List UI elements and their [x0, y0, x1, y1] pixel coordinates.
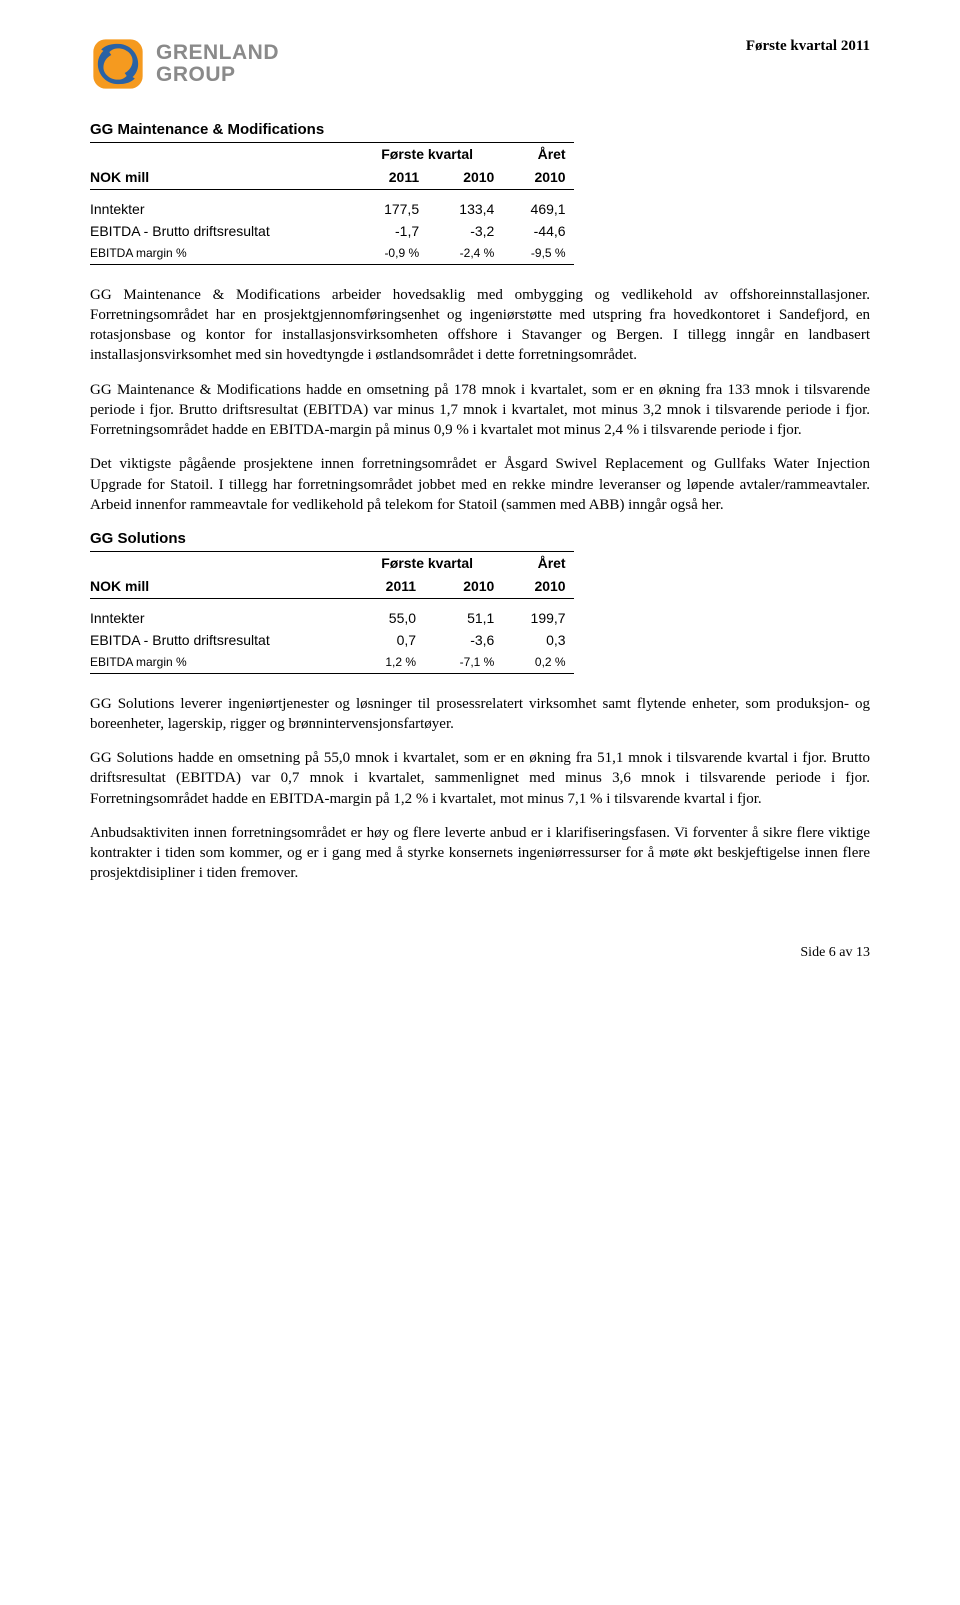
cell-value: 469,1	[502, 198, 573, 221]
cell-value: 0,7	[352, 629, 424, 652]
cell-label: EBITDA - Brutto driftsresultat	[90, 220, 352, 243]
col-2010b: 2010	[502, 575, 573, 598]
table1-title: GG Maintenance & Modifications	[90, 120, 870, 140]
logo-icon	[90, 36, 146, 92]
cell-value: 1,2 %	[352, 652, 424, 673]
cell-value: 55,0	[352, 607, 424, 630]
col-2011: 2011	[352, 166, 427, 189]
col-span-quarter: Første kvartal	[352, 143, 502, 166]
cell-value: 177,5	[352, 198, 427, 221]
table-row: EBITDA - Brutto driftsresultat -1,7 -3,2…	[90, 220, 574, 243]
table-row: EBITDA margin % -0,9 % -2,4 % -9,5 %	[90, 243, 574, 264]
brand-line2: GROUP	[156, 64, 279, 86]
cell-value: -0,9 %	[352, 243, 427, 264]
table-row: Inntekter 177,5 133,4 469,1	[90, 198, 574, 221]
cell-value: 0,2 %	[502, 652, 573, 673]
table-row: EBITDA margin % 1,2 % -7,1 % 0,2 %	[90, 652, 574, 673]
cell-value: -44,6	[502, 220, 573, 243]
brand-line1: GRENLAND	[156, 42, 279, 64]
cell-value: 199,7	[502, 607, 573, 630]
col-2010a: 2010	[427, 166, 502, 189]
header-period: Første kvartal 2011	[746, 36, 870, 56]
table-row: EBITDA - Brutto driftsresultat 0,7 -3,6 …	[90, 629, 574, 652]
spacer	[90, 190, 574, 198]
table-maintenance: Første kvartal Året NOK mill 2011 2010 2…	[90, 142, 574, 264]
cell-label: EBITDA margin %	[90, 652, 352, 673]
page-footer: Side 6 av 13	[90, 944, 870, 963]
para-mm-2: GG Maintenance & Modifications hadde en …	[90, 380, 870, 441]
col-year: Året	[502, 552, 573, 575]
col-span-quarter: Første kvartal	[352, 552, 502, 575]
cell-value: -2,4 %	[427, 243, 502, 264]
spacer	[90, 599, 574, 607]
col-nok: NOK mill	[90, 166, 352, 189]
col-blank	[90, 552, 352, 575]
col-year: Året	[502, 143, 573, 166]
cell-value: -7,1 %	[424, 652, 502, 673]
para-sol-1: GG Solutions leverer ingeniørtjenester o…	[90, 694, 870, 735]
brand-text: GRENLAND GROUP	[156, 42, 279, 86]
cell-value: -9,5 %	[502, 243, 573, 264]
col-2010a: 2010	[424, 575, 502, 598]
col-blank	[90, 143, 352, 166]
para-mm-3: Det viktigste pågående prosjektene innen…	[90, 454, 870, 515]
cell-value: 0,3	[502, 629, 573, 652]
col-nok: NOK mill	[90, 575, 352, 598]
col-2010b: 2010	[502, 166, 573, 189]
page-header: GRENLAND GROUP Første kvartal 2011	[90, 36, 870, 92]
cell-value: -1,7	[352, 220, 427, 243]
table-row: Inntekter 55,0 51,1 199,7	[90, 607, 574, 630]
logo-block: GRENLAND GROUP	[90, 36, 279, 92]
table2-title: GG Solutions	[90, 529, 870, 549]
cell-value: -3,6	[424, 629, 502, 652]
table-solutions: Første kvartal Året NOK mill 2011 2010 2…	[90, 551, 574, 673]
cell-value: 51,1	[424, 607, 502, 630]
cell-value: 133,4	[427, 198, 502, 221]
para-sol-3: Anbudsaktiviten innen forretningsområdet…	[90, 823, 870, 884]
para-sol-2: GG Solutions hadde en omsetning på 55,0 …	[90, 748, 870, 809]
cell-label: EBITDA margin %	[90, 243, 352, 264]
para-mm-1: GG Maintenance & Modifications arbeider …	[90, 285, 870, 366]
cell-value: -3,2	[427, 220, 502, 243]
cell-label: Inntekter	[90, 198, 352, 221]
cell-label: Inntekter	[90, 607, 352, 630]
col-2011: 2011	[352, 575, 424, 598]
cell-label: EBITDA - Brutto driftsresultat	[90, 629, 352, 652]
